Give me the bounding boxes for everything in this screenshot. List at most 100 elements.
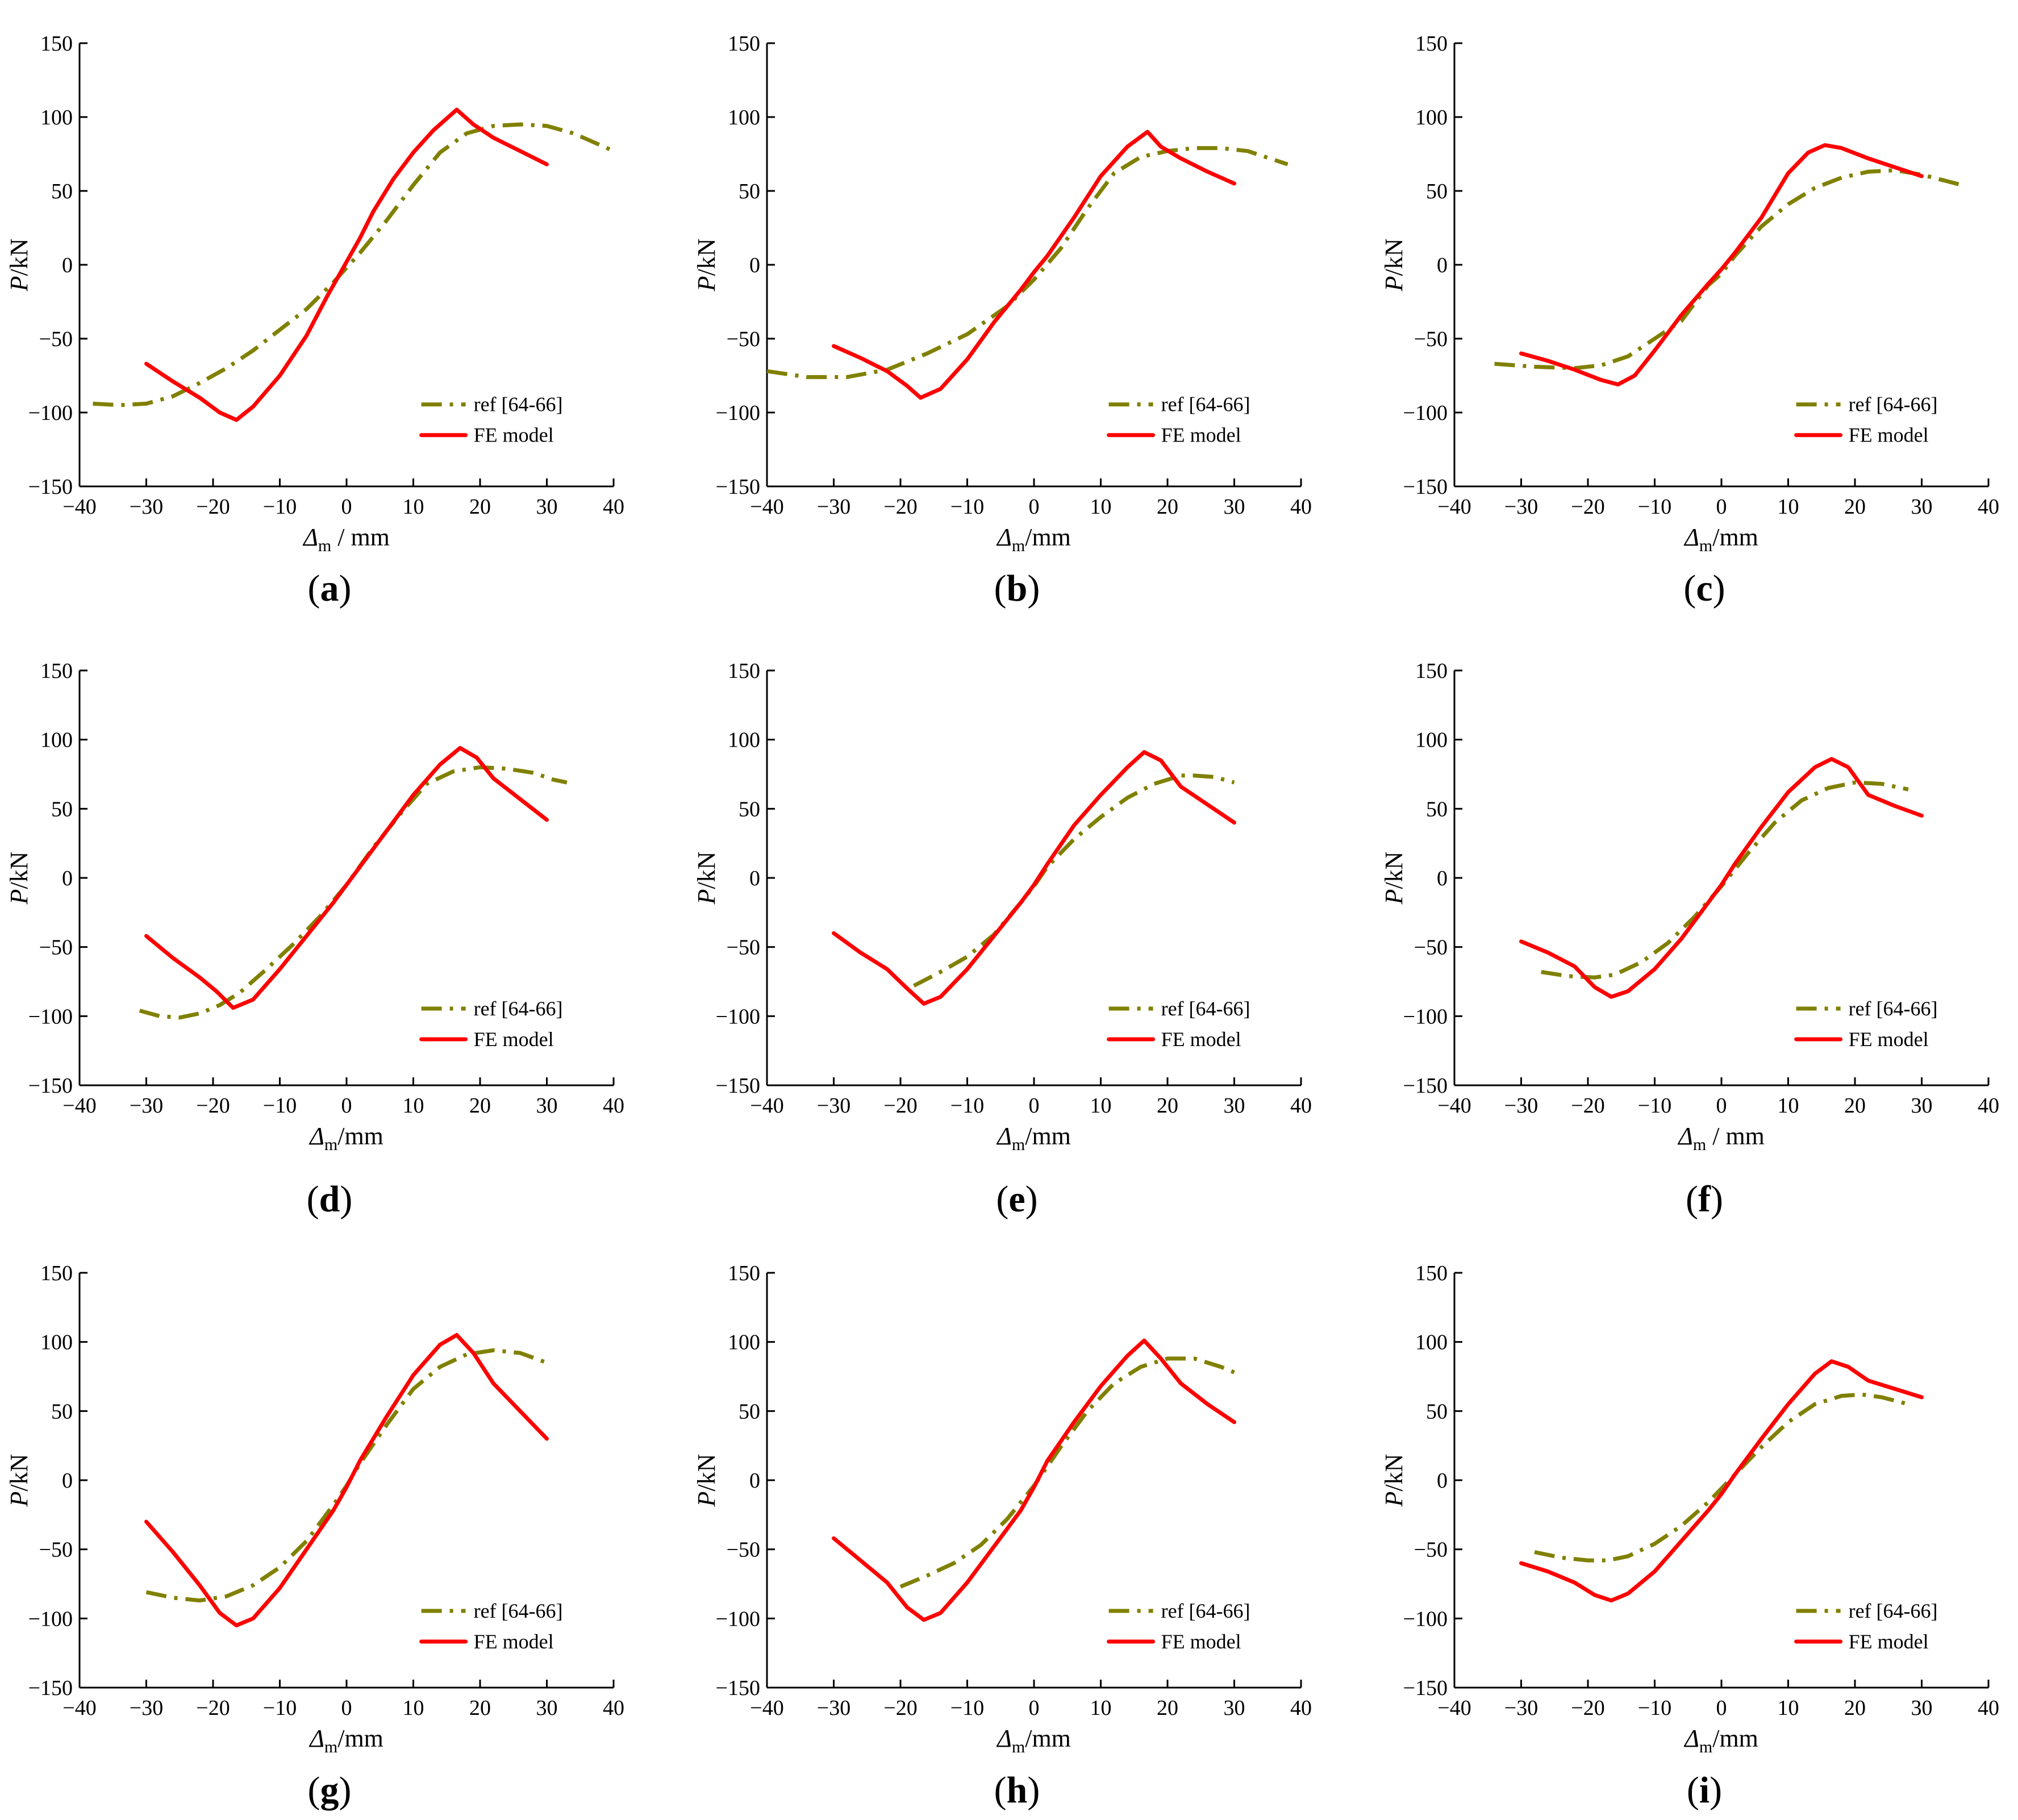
legend-label-ref: ref [64-66]	[1849, 393, 1938, 416]
x-tick-label: 30	[536, 1696, 558, 1720]
x-axis-unit: /mm	[337, 1725, 383, 1752]
y-tick-label: 0	[62, 253, 73, 277]
y-tick-label: 150	[40, 32, 73, 56]
x-axis-symbol: Δ	[1683, 523, 1699, 551]
y-axis-title: P/kN	[5, 852, 33, 905]
x-tick-label: 10	[1090, 495, 1112, 519]
x-tick-label: −30	[130, 495, 163, 519]
y-axis-symbol: P	[1380, 889, 1408, 905]
x-axis-title: Δm/mm	[308, 1122, 383, 1154]
y-axis-symbol: P	[693, 889, 720, 905]
panel-label: (h)	[994, 1769, 1040, 1811]
y-axis-unit: /kN	[5, 852, 33, 889]
x-axis-symbol: Δ	[308, 1122, 324, 1150]
series-line-ref	[145, 1348, 548, 1603]
y-axis-symbol: P	[1380, 1492, 1408, 1507]
chart-panel-i: −40 −30 −20 −10 0 10 20 30 40−150−100−5005010015…	[1380, 1261, 1999, 1811]
x-tick-label: −20	[1571, 495, 1604, 519]
y-tick-label: −100	[28, 401, 73, 425]
x-tick-label: 20	[1157, 1094, 1178, 1118]
chart-panel-e: −40 −30 −20 −10 0 10 20 30 40−150−100−5005010015…	[693, 659, 1312, 1220]
y-tick-label: 50	[51, 797, 73, 821]
x-tick-label: 30	[1911, 1696, 1933, 1720]
x-tick-label: 10	[1090, 1696, 1112, 1720]
legend-label-ref: ref [64-66]	[1849, 1600, 1938, 1622]
series-line-fe-model	[1519, 757, 1924, 999]
series-line-fe-model	[832, 130, 1236, 400]
y-tick-label: 50	[51, 1400, 73, 1423]
x-tick-label: −40	[750, 1094, 783, 1118]
series-line-fe-model	[1519, 143, 1924, 387]
x-tick-label: −40	[62, 1696, 96, 1720]
legend-label-ref: ref [64-66]	[474, 393, 563, 416]
series-line-ref	[1494, 168, 1962, 370]
x-axis-subscript: m	[324, 1738, 337, 1756]
series-line-fe-model	[144, 107, 549, 422]
x-axis-symbol: Δ	[1683, 1725, 1699, 1752]
chart-panel-h: −40 −30 −20 −10 0 10 20 30 40−150−100−5005010015…	[693, 1261, 1312, 1811]
y-tick-label: −100	[716, 401, 760, 425]
x-tick-label: −20	[1571, 1696, 1604, 1720]
y-tick-label: −100	[1403, 401, 1448, 425]
x-axis-symbol: Δ	[302, 523, 318, 551]
y-tick-label: 100	[40, 728, 73, 752]
legend-label-fe: FE model	[1849, 1028, 1929, 1051]
y-tick-label: −100	[28, 1607, 73, 1631]
x-tick-label: 10	[403, 1696, 424, 1720]
x-axis-subscript: m	[1693, 1135, 1706, 1154]
y-tick-label: −150	[28, 1676, 73, 1700]
y-tick-label: 50	[739, 1400, 760, 1423]
y-tick-label: 50	[739, 797, 760, 821]
legend: ref [64-66] FE model	[1794, 997, 1938, 1051]
chart-panel-d: −40 −30 −20 −10 0 10 20 30 40−150−100−5005010015…	[5, 659, 624, 1220]
x-tick-label: 30	[1224, 1696, 1245, 1720]
legend-label-fe: FE model	[1849, 1630, 1929, 1653]
x-tick-label: 20	[1844, 495, 1866, 519]
x-tick-label: −10	[263, 1094, 297, 1118]
y-axis-title: P/kN	[693, 852, 720, 905]
y-axis-unit: /kN	[5, 1454, 33, 1492]
y-axis-title: P/kN	[693, 239, 720, 292]
y-tick-label: −50	[39, 327, 73, 351]
x-tick-label: 40	[1978, 1696, 1999, 1720]
y-tick-label: −150	[1403, 1074, 1448, 1098]
x-tick-label: −20	[196, 1696, 230, 1720]
chart-panel-f: −40 −30 −20 −10 0 10 20 30 40−150−100−5005010015…	[1380, 659, 1999, 1220]
y-tick-label: 150	[728, 32, 760, 56]
y-tick-label: 50	[1426, 180, 1448, 203]
y-tick-label: −50	[39, 936, 73, 960]
x-tick-label: 30	[536, 495, 558, 519]
panel-label: (c)	[1683, 568, 1725, 609]
x-tick-label: 10	[403, 495, 424, 519]
x-tick-label: −40	[1437, 1696, 1471, 1720]
y-tick-label: −50	[1414, 936, 1448, 960]
x-tick-label: −20	[196, 495, 230, 519]
y-axis-symbol: P	[5, 276, 33, 292]
y-axis-unit: /kN	[1380, 1454, 1408, 1492]
panel-label: (e)	[996, 1178, 1037, 1220]
legend: ref [64-66] FE model	[419, 393, 563, 447]
x-axis-unit: / mm	[331, 523, 390, 551]
x-tick-label: −20	[1571, 1094, 1604, 1118]
y-tick-label: −150	[716, 1074, 760, 1098]
x-tick-label: 40	[603, 1696, 624, 1720]
y-tick-label: 100	[728, 728, 760, 752]
x-axis-unit: /mm	[337, 1122, 383, 1150]
y-tick-label: −150	[28, 1074, 73, 1098]
legend-label-ref: ref [64-66]	[1161, 1600, 1250, 1622]
series-line-fe-model	[832, 750, 1236, 1006]
x-tick-label: 40	[1290, 495, 1312, 519]
x-tick-label: −30	[1504, 495, 1538, 519]
x-tick-label: −40	[62, 1094, 96, 1118]
x-tick-label: 30	[1911, 1094, 1933, 1118]
legend-label-fe: FE model	[474, 1630, 554, 1653]
chart-panel-a: −40 −30 −20 −10 0 10 20 30 40−150−100−5005010015…	[5, 32, 624, 609]
legend-label-ref: ref [64-66]	[474, 997, 563, 1020]
x-tick-label: 0	[1029, 1696, 1040, 1720]
series-line-fe-model	[144, 746, 549, 1010]
series-line-fe-model	[1519, 1359, 1924, 1603]
x-tick-label: 10	[1778, 1696, 1799, 1720]
y-tick-label: 100	[728, 106, 760, 130]
y-tick-label: 150	[728, 1261, 760, 1285]
y-tick-label: 50	[51, 180, 73, 203]
